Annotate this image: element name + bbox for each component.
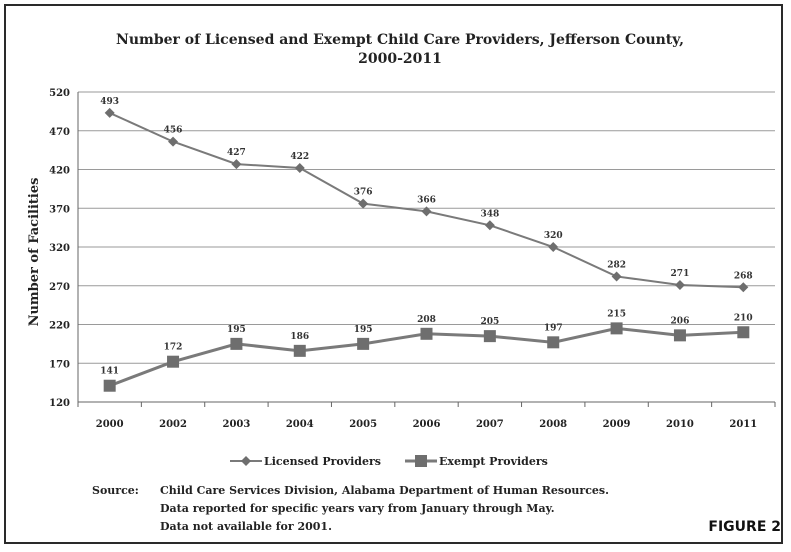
data-label: 208 bbox=[417, 315, 436, 325]
data-label: 493 bbox=[100, 97, 119, 107]
data-label: 271 bbox=[671, 269, 690, 279]
data-label: 210 bbox=[734, 313, 753, 323]
data-point-exempt bbox=[483, 330, 496, 343]
data-label: 427 bbox=[227, 148, 246, 158]
data-label: 456 bbox=[164, 126, 183, 136]
data-label: 282 bbox=[607, 260, 626, 270]
data-point-exempt bbox=[230, 337, 243, 350]
data-point-licensed bbox=[168, 136, 179, 147]
chart-frame bbox=[4, 4, 783, 544]
data-point-exempt bbox=[737, 326, 750, 339]
x-tick-label: 2011 bbox=[729, 419, 757, 430]
y-tick-label: 220 bbox=[49, 321, 70, 332]
y-axis-title: Number of Facilities bbox=[27, 178, 42, 327]
data-label: 215 bbox=[607, 309, 626, 319]
data-label: 186 bbox=[290, 332, 309, 342]
data-label: 195 bbox=[227, 325, 246, 335]
data-point-exempt bbox=[103, 379, 116, 392]
data-label: 172 bbox=[164, 343, 183, 353]
data-label: 320 bbox=[544, 231, 563, 241]
data-label: 141 bbox=[100, 367, 119, 377]
data-point-exempt bbox=[420, 327, 433, 340]
data-label: 348 bbox=[480, 209, 499, 219]
y-tick-label: 320 bbox=[49, 243, 70, 254]
source-line3: Data not available for 2001. bbox=[160, 520, 332, 533]
x-tick-label: 2004 bbox=[286, 419, 314, 430]
legend-label-licensed: Licensed Providers bbox=[264, 455, 381, 468]
x-tick-label: 2010 bbox=[666, 419, 694, 430]
data-label: 206 bbox=[671, 316, 690, 326]
legend-item-exempt: Exempt Providers bbox=[405, 455, 548, 468]
source-label: Source: bbox=[92, 484, 139, 497]
data-point-licensed bbox=[358, 198, 369, 209]
diamond-marker-icon bbox=[241, 456, 251, 466]
data-label: 376 bbox=[354, 188, 373, 198]
data-point-licensed bbox=[738, 282, 749, 293]
legend: Licensed Providers Exempt Providers bbox=[230, 455, 548, 468]
y-tick-label: 370 bbox=[49, 204, 70, 215]
gridlines bbox=[78, 91, 775, 403]
y-tick-label: 470 bbox=[49, 127, 70, 138]
data-point-licensed bbox=[611, 271, 622, 282]
square-marker-icon bbox=[415, 455, 427, 467]
data-label: 366 bbox=[417, 195, 436, 205]
x-tick-label: 2009 bbox=[603, 419, 631, 430]
x-tick-label: 2002 bbox=[159, 419, 187, 430]
x-tick-label: 2008 bbox=[539, 419, 567, 430]
source-line2: Data reported for specific years vary fr… bbox=[160, 502, 555, 515]
x-tick-label: 2006 bbox=[413, 419, 441, 430]
data-point-licensed bbox=[104, 107, 115, 118]
source-line1: Child Care Services Division, Alabama De… bbox=[160, 484, 609, 497]
data-point-licensed bbox=[484, 220, 495, 231]
legend-label-exempt: Exempt Providers bbox=[439, 455, 548, 468]
y-tick-label: 520 bbox=[49, 88, 70, 99]
source-note: Source: Child Care Services Division, Ala… bbox=[92, 482, 609, 536]
x-tick-label: 2000 bbox=[96, 419, 124, 430]
data-point-exempt bbox=[610, 322, 623, 335]
y-tick-label: 420 bbox=[49, 166, 70, 177]
data-point-exempt bbox=[293, 344, 306, 357]
data-point-licensed bbox=[674, 279, 685, 290]
data-label: 205 bbox=[480, 317, 499, 327]
axes: 120 170 220 270 320 370 420 470 520 2000 2002 2003 2… bbox=[49, 88, 776, 430]
chart-title-line1: Number of Licensed and Exempt Child Care… bbox=[116, 32, 684, 48]
y-tick-label: 170 bbox=[49, 359, 70, 370]
data-point-exempt bbox=[673, 329, 686, 342]
data-point-exempt bbox=[167, 355, 180, 368]
y-tick-label: 270 bbox=[49, 282, 70, 293]
x-tick-label: 2007 bbox=[476, 419, 504, 430]
data-point-licensed bbox=[294, 162, 305, 173]
data-point-exempt bbox=[547, 336, 560, 349]
data-labels: 493 456 427 422 376 366 348 320 282 271 268 141 172 1… bbox=[100, 97, 752, 377]
series bbox=[103, 107, 750, 392]
x-tick-label: 2005 bbox=[349, 419, 377, 430]
chart-title-line2: 2000-2011 bbox=[358, 51, 442, 67]
data-label: 268 bbox=[734, 271, 753, 281]
data-point-licensed bbox=[421, 206, 432, 217]
data-point-exempt bbox=[357, 337, 370, 350]
legend-item-licensed: Licensed Providers bbox=[230, 455, 381, 468]
data-point-licensed bbox=[548, 242, 559, 252]
y-tick-label: 120 bbox=[49, 398, 70, 409]
x-tick-label: 2003 bbox=[222, 419, 250, 430]
data-label: 422 bbox=[290, 152, 309, 162]
data-label: 197 bbox=[544, 323, 563, 333]
data-point-licensed bbox=[231, 159, 242, 170]
data-label: 195 bbox=[354, 325, 373, 335]
figure-label: FIGURE 2 bbox=[708, 519, 781, 535]
